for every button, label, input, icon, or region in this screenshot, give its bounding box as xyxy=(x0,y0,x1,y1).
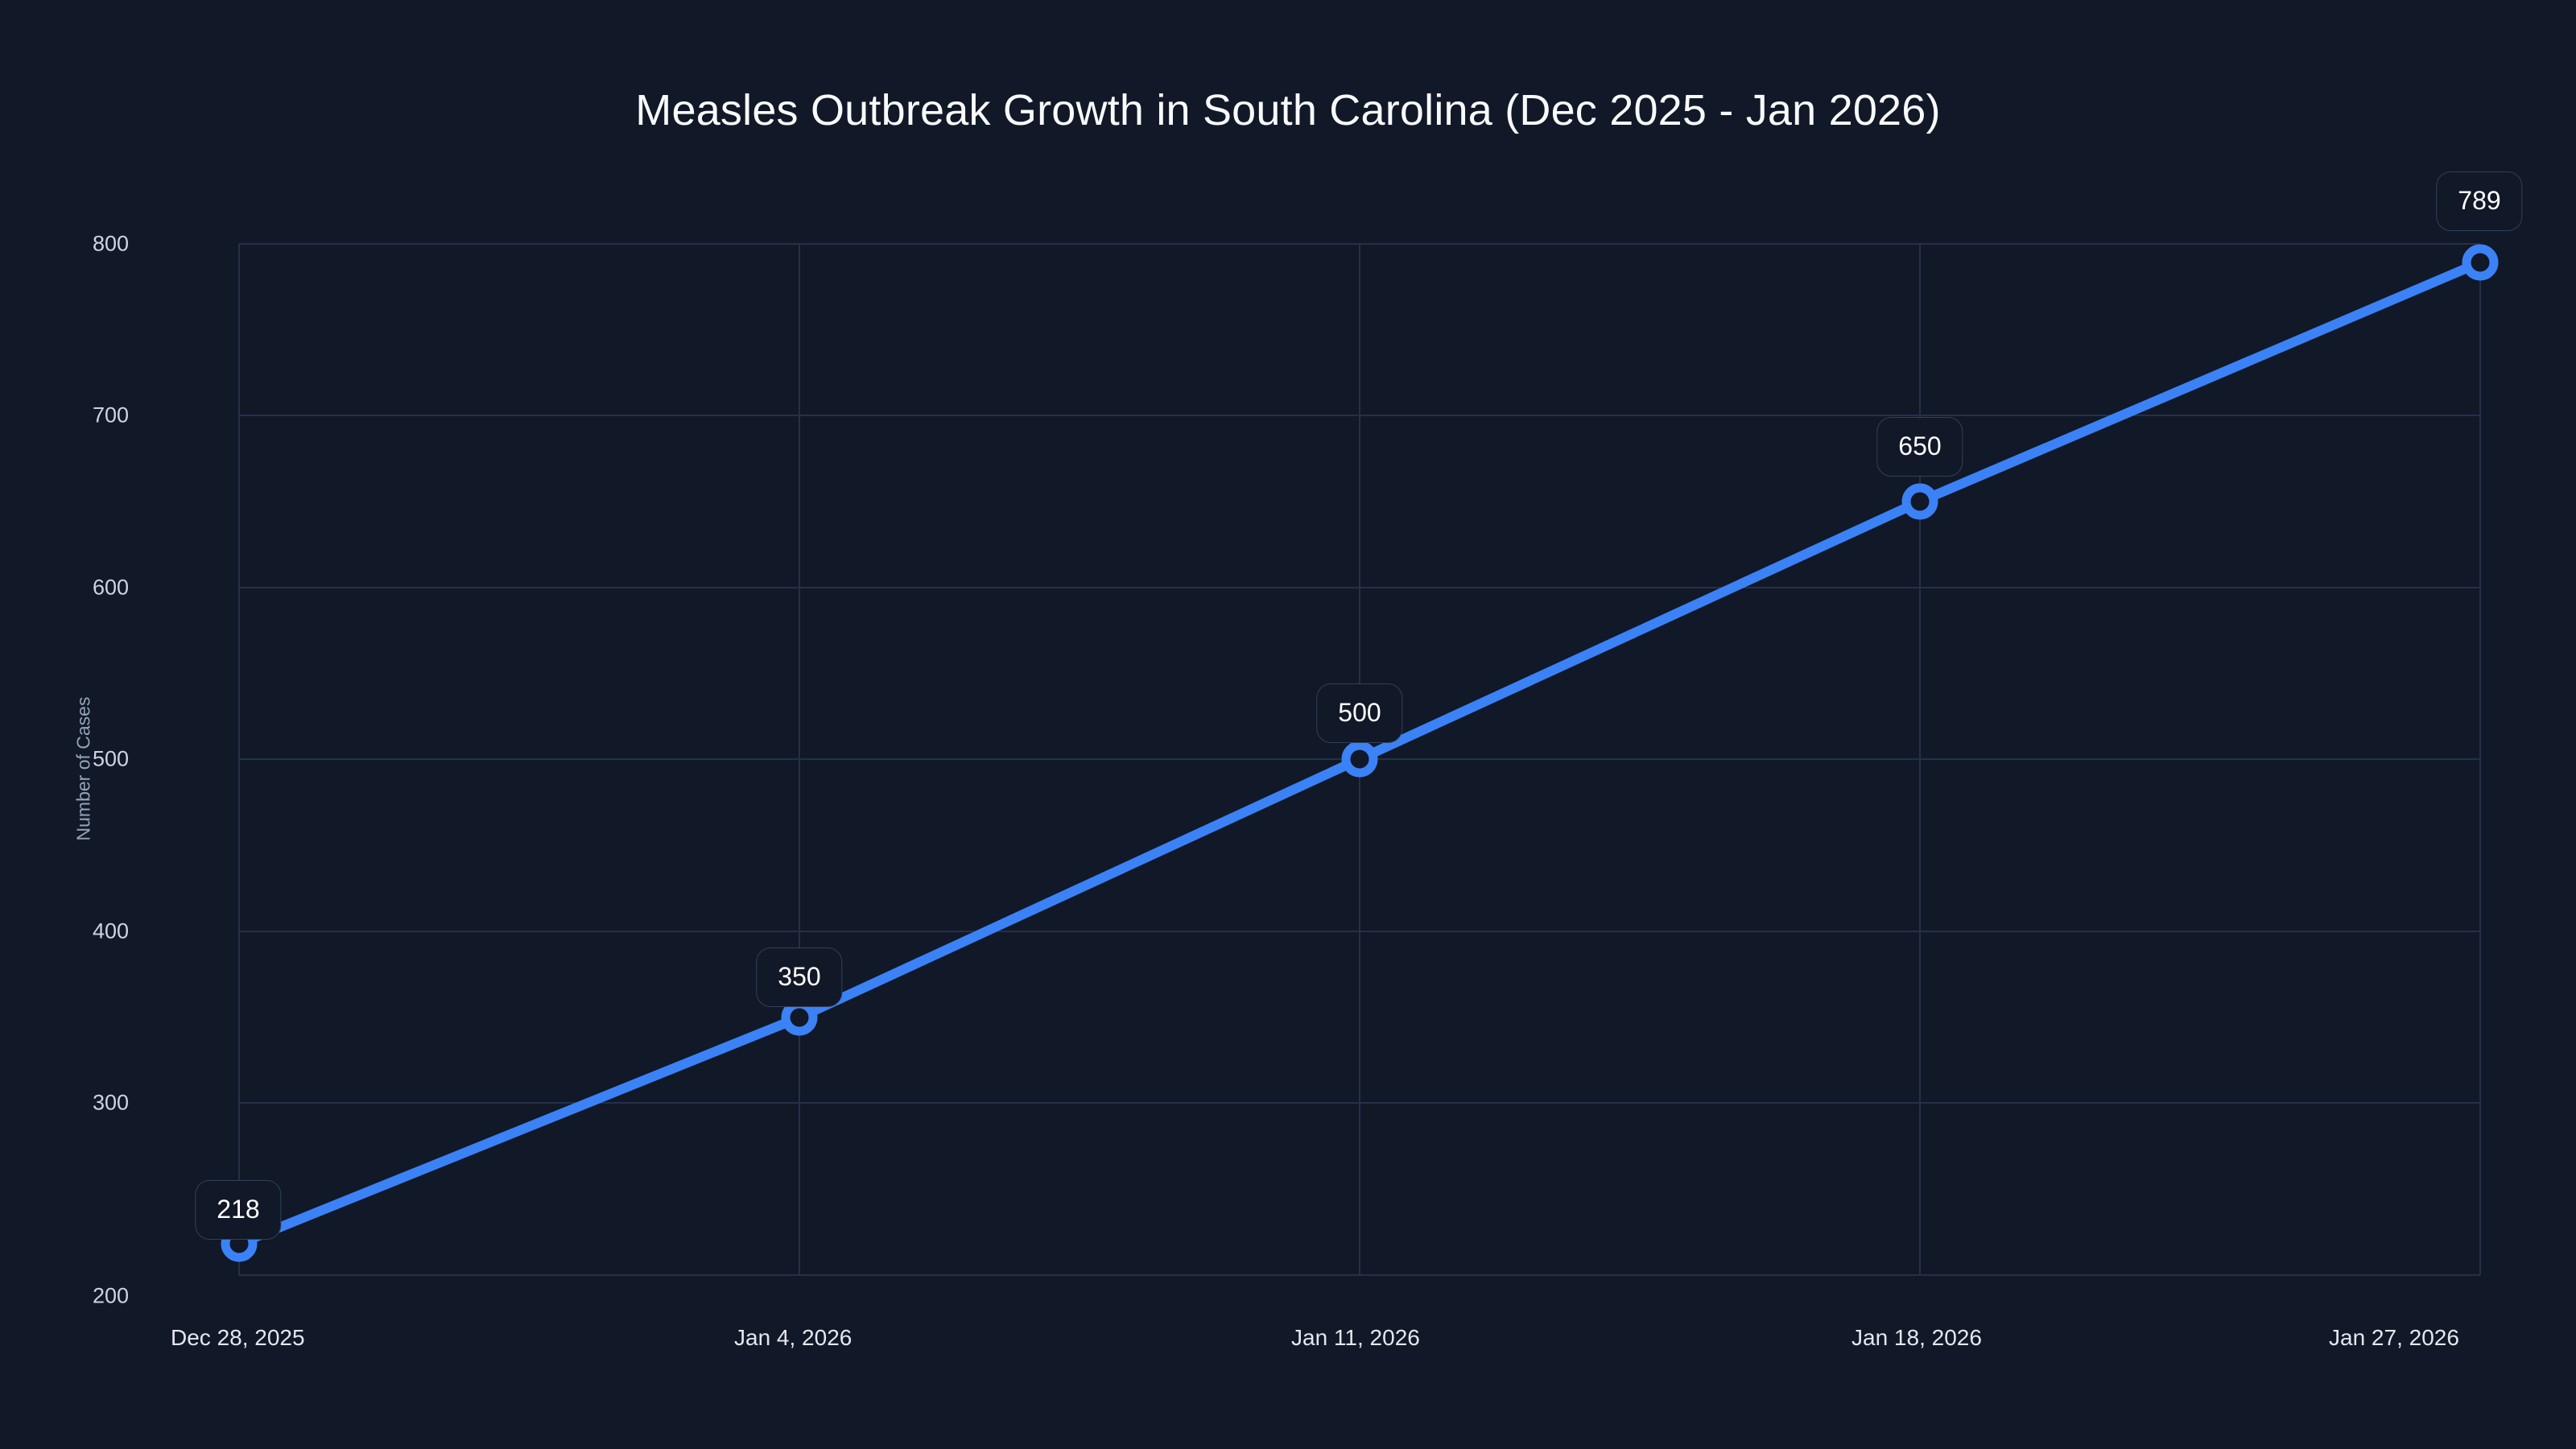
y-tick-label-400: 400 xyxy=(92,919,129,943)
data-point-marker xyxy=(781,999,818,1036)
y-tick-label-800: 800 xyxy=(92,231,129,256)
data-label-789: 789 xyxy=(2436,171,2523,231)
data-label-650: 650 xyxy=(1876,417,1963,477)
y-tick-label-500: 500 xyxy=(92,746,129,771)
x-tick-label-jan-27-2026: Jan 27, 2026 xyxy=(2329,1325,2459,1350)
data-point-marker xyxy=(1901,483,1938,520)
x-tick-label-jan-4-2026: Jan 4, 2026 xyxy=(734,1325,852,1350)
x-tick-label-jan-18-2026: Jan 18, 2026 xyxy=(1852,1325,1982,1350)
data-label-218: 218 xyxy=(195,1180,282,1240)
data-point-marker xyxy=(1341,741,1378,778)
x-tick-label-dec-28-2025: Dec 28, 2025 xyxy=(171,1325,305,1350)
data-label-350: 350 xyxy=(756,947,843,1007)
data-label-500: 500 xyxy=(1316,683,1403,743)
y-tick-label-200: 200 xyxy=(92,1283,129,1308)
y-tick-label-700: 700 xyxy=(92,402,129,427)
y-tick-label-300: 300 xyxy=(92,1090,129,1115)
y-tick-label-600: 600 xyxy=(92,575,129,600)
chart-title: Measles Outbreak Growth in South Carolin… xyxy=(635,86,1941,134)
data-point-marker xyxy=(2462,244,2499,281)
x-tick-label-jan-11-2026: Jan 11, 2026 xyxy=(1291,1325,1420,1350)
